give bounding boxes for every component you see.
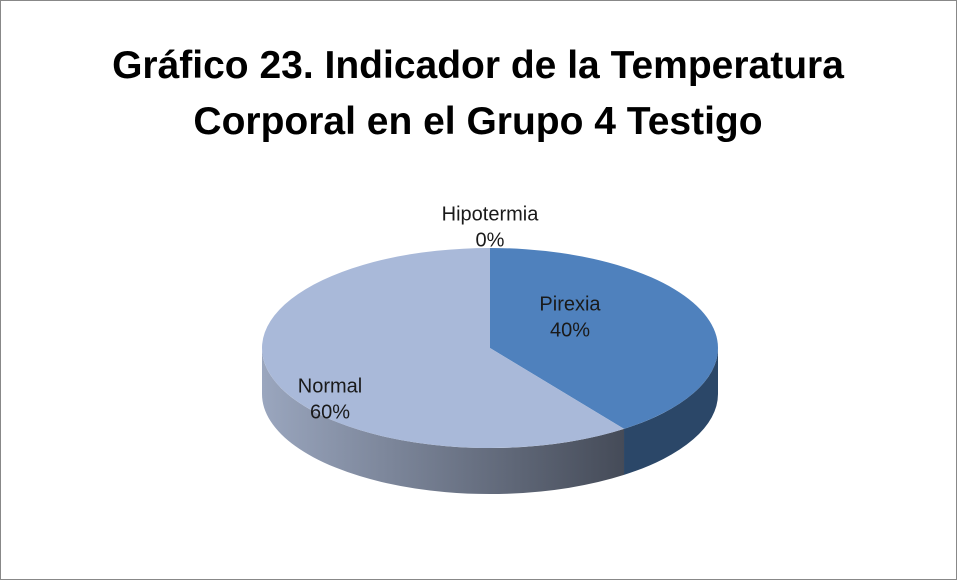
slice-value-label: 60% [310, 401, 350, 423]
slice-label: Normal [298, 375, 362, 397]
pie-slice [490, 248, 718, 429]
pie-side [262, 348, 625, 494]
slice-value-label: 40% [550, 319, 590, 341]
slice-value-label: 0% [476, 229, 505, 251]
chart-title: Gráfico 23. Indicador de la Temperatura … [112, 44, 844, 143]
slice-label: Hipotermia [442, 203, 540, 225]
slice-label: Pirexia [539, 293, 601, 315]
pie-slice [261, 248, 625, 449]
pie-side [624, 348, 718, 475]
